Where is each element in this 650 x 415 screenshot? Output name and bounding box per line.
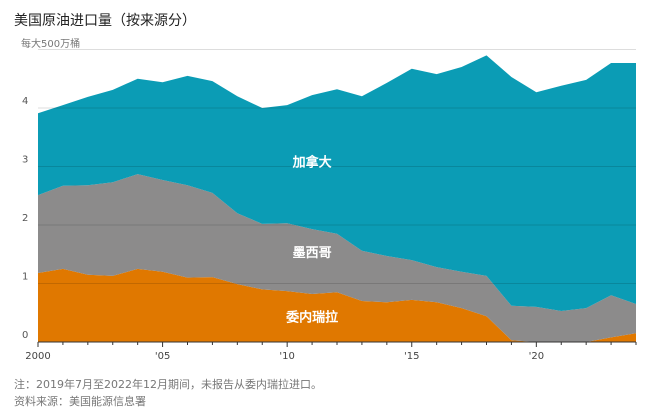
y-axis-label: 每大500万桶 bbox=[21, 39, 81, 50]
y-tick-label: 1 bbox=[22, 272, 28, 283]
series-label: 加拿大 bbox=[292, 155, 332, 171]
y-tick-label: 4 bbox=[22, 96, 28, 107]
series-label: 委内瑞拉 bbox=[285, 310, 338, 326]
y-tick-label: 0 bbox=[22, 330, 28, 341]
x-tick-label: '10 bbox=[279, 351, 294, 362]
chart-title: 美国原油进口量（按来源分） bbox=[14, 13, 196, 29]
y-tick-label: 2 bbox=[22, 213, 28, 224]
x-tick-label: '05 bbox=[155, 351, 170, 362]
x-tick-label: '15 bbox=[404, 351, 419, 362]
area-canada bbox=[38, 55, 636, 311]
source-note: 资料来源：美国能源信息署 bbox=[14, 395, 146, 408]
x-tick-label: '20 bbox=[529, 351, 544, 362]
x-tick-label: 2000 bbox=[25, 351, 50, 362]
series-label: 墨西哥 bbox=[293, 245, 332, 261]
area-venezuela bbox=[38, 268, 636, 342]
area-mexico bbox=[38, 174, 636, 342]
footnote: 注：2019年7月至2022年12月期间，未报告从委内瑞拉进口。 bbox=[14, 378, 322, 391]
y-tick-label: 3 bbox=[22, 155, 28, 166]
